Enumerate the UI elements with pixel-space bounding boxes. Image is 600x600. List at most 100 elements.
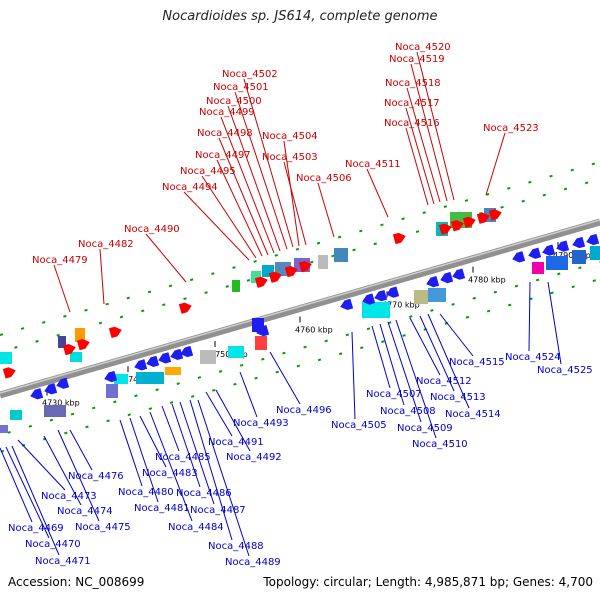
gene-label: Noca_4509 <box>397 423 453 434</box>
gene-label: Noca_4481 <box>134 503 190 514</box>
leader-line <box>528 281 531 352</box>
leader-line <box>351 331 356 420</box>
scale-tick-label: 4780 kbp <box>468 276 506 285</box>
feature-box <box>362 302 390 318</box>
gene-callouts: Noca_4479 Noca_4482 Noca_4490 Noca_4494 Noca… <box>0 42 593 568</box>
leader-line <box>179 401 215 505</box>
reverse-gene-arrow <box>340 298 354 311</box>
gene-label: Noca_4523 <box>483 123 539 134</box>
leader-line <box>171 403 201 488</box>
accession-text: Accession: NC_008699 <box>8 575 145 589</box>
reverse-gene-arrow <box>440 271 454 284</box>
feature-box <box>165 367 181 375</box>
reverse-gene-arrow <box>362 293 376 305</box>
gene-label: Noca_4479 <box>32 255 88 266</box>
leader-line <box>69 429 93 471</box>
gene-label: Noca_4473 <box>41 491 97 502</box>
gene-label: Noca_4490 <box>124 224 180 235</box>
reverse-gene-arrow <box>56 377 70 389</box>
feature-box <box>532 262 544 274</box>
gene-label: Noca_4475 <box>75 522 131 533</box>
reverse-gene-arrow <box>386 286 400 298</box>
leader-line <box>5 446 50 539</box>
gene-label: Noca_4524 <box>505 352 561 363</box>
gene-label: Noca_4491 <box>208 437 264 448</box>
leader-line <box>405 107 435 205</box>
gene-label: Noca_4499 <box>199 107 255 118</box>
genome-backbone <box>0 218 600 399</box>
leader-line <box>129 417 159 503</box>
forward-gene-arrow <box>268 271 282 283</box>
forward-gene-arrow <box>462 216 476 228</box>
leader-line <box>145 233 187 283</box>
reverse-gene-arrow <box>542 244 556 256</box>
leader-line <box>405 127 429 206</box>
leader-line <box>243 78 294 248</box>
feature-box <box>590 246 600 260</box>
feature-box <box>0 425 8 433</box>
leader-line <box>409 317 441 376</box>
gene-label: Noca_4493 <box>233 418 289 429</box>
forward-gene-arrow <box>476 212 490 224</box>
gene-arrows <box>2 209 600 400</box>
leader-line <box>99 248 105 305</box>
gene-label: Noca_4498 <box>197 128 253 139</box>
leader-line <box>17 439 66 491</box>
gene-label: Noca_4508 <box>380 406 436 417</box>
feature-box <box>200 350 216 364</box>
gene-label: Noca_4520 <box>395 42 451 53</box>
forward-gene-arrow <box>178 302 192 314</box>
gene-label: Noca_4487 <box>190 505 246 516</box>
gene-label: Noca_4483 <box>142 468 198 479</box>
forward-gene-arrow <box>76 338 90 351</box>
gene-label: Noca_4514 <box>445 409 501 420</box>
genome-summary-text: Topology: circular; Length: 4,985,871 bp… <box>263 575 593 589</box>
reverse-gene-arrow <box>528 247 542 259</box>
gene-label: Noca_4495 <box>180 166 236 177</box>
gene-label: Noca_4525 <box>537 365 593 376</box>
leader-line <box>419 315 455 392</box>
reverse-gene-arrow <box>180 345 194 358</box>
leader-line <box>366 168 389 218</box>
gene-label: Noca_4484 <box>168 522 224 533</box>
gene-label: Noca_4507 <box>366 389 422 400</box>
leader-line <box>197 399 250 557</box>
gene-label: Noca_4488 <box>208 541 264 552</box>
feature-box <box>136 372 164 384</box>
leader-line <box>215 389 251 452</box>
backbone-highlight <box>0 219 600 394</box>
feature-box <box>232 280 240 292</box>
gene-label: Noca_4500 <box>206 96 262 107</box>
feature-box <box>75 328 85 342</box>
feature-box <box>114 374 128 384</box>
feature-box <box>414 290 428 304</box>
leader-line <box>189 399 233 541</box>
leader-line <box>547 281 562 365</box>
leader-line <box>227 105 281 252</box>
gene-label: Noca_4476 <box>68 471 124 482</box>
gene-label: Noca_4506 <box>296 173 352 184</box>
gene-label: Noca_4480 <box>118 487 174 498</box>
leader-line <box>239 371 258 418</box>
scale-tick-label: 4790 kbp <box>553 251 591 260</box>
leader-line <box>216 159 263 257</box>
leader-line <box>43 435 82 506</box>
reverse-gene-arrow <box>256 324 270 337</box>
reverse-gene-arrow <box>586 233 600 246</box>
gene-label: Noca_4486 <box>176 488 232 499</box>
gene-label: Noca_4511 <box>345 159 401 170</box>
reverse-gene-arrow <box>134 359 148 371</box>
forward-gene-arrow <box>298 260 312 273</box>
leader-line <box>201 175 257 259</box>
forward-gene-arrow <box>284 266 298 278</box>
gene-label: Noca_4501 <box>213 82 269 93</box>
leader-line <box>406 87 441 203</box>
track-lines <box>0 161 600 453</box>
gene-label: Noca_4471 <box>35 556 91 567</box>
gene-label: Noca_4497 <box>195 150 251 161</box>
gene-label: Noca_4469 <box>8 523 64 534</box>
leader-line <box>53 264 71 313</box>
reverse-gene-arrow <box>170 348 184 361</box>
reverse-gene-arrow <box>556 240 570 252</box>
